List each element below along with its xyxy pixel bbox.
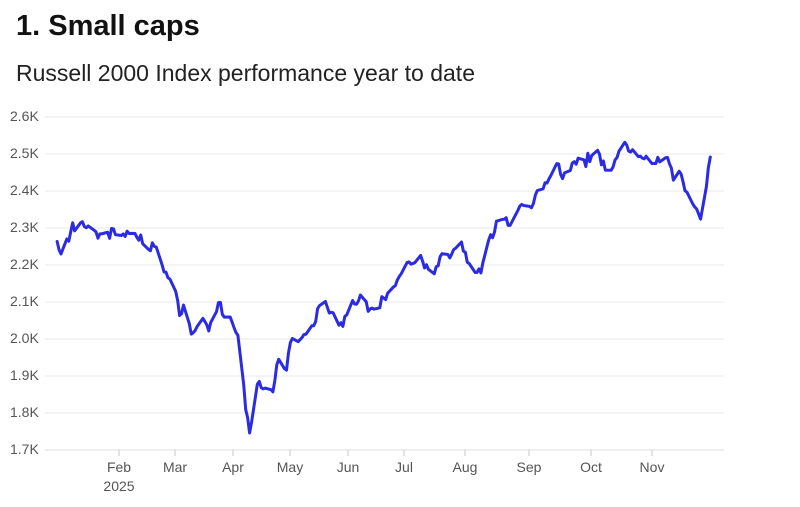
svg-text:Sep: Sep [517, 459, 542, 475]
svg-text:1.7K: 1.7K [10, 441, 39, 457]
svg-text:1.9K: 1.9K [10, 367, 39, 383]
svg-text:Aug: Aug [453, 459, 478, 475]
svg-text:Mar: Mar [163, 459, 187, 475]
svg-text:2.3K: 2.3K [10, 219, 39, 235]
svg-text:Apr: Apr [222, 459, 244, 475]
svg-text:2.6K: 2.6K [10, 108, 39, 124]
svg-text:2.2K: 2.2K [10, 256, 39, 272]
svg-text:2.5K: 2.5K [10, 145, 39, 161]
svg-text:2.0K: 2.0K [10, 330, 39, 346]
svg-text:1.8K: 1.8K [10, 404, 39, 420]
svg-text:2.1K: 2.1K [10, 293, 39, 309]
svg-text:2025: 2025 [103, 478, 134, 494]
svg-text:2.4K: 2.4K [10, 182, 39, 198]
svg-text:May: May [277, 459, 303, 475]
svg-text:Oct: Oct [580, 459, 602, 475]
svg-text:Jun: Jun [337, 459, 360, 475]
svg-text:Feb: Feb [107, 459, 131, 475]
svg-text:Nov: Nov [640, 459, 665, 475]
svg-text:Jul: Jul [395, 459, 413, 475]
